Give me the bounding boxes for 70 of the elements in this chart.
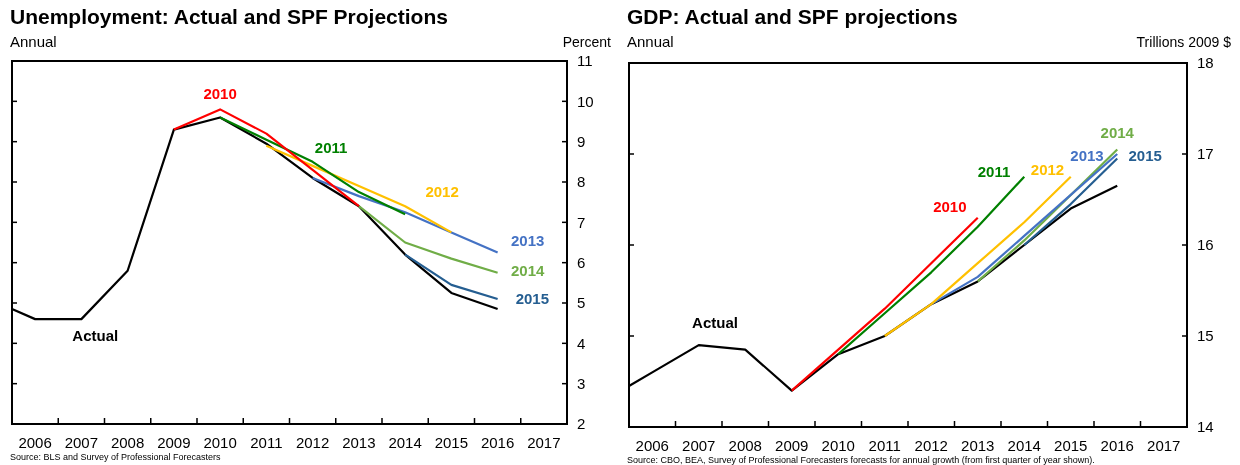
series-label: 2012 [1030, 160, 1065, 178]
x-tick-label: 2015 [1054, 437, 1088, 454]
y-axis-title: Trillions 2009 $ [1136, 34, 1232, 50]
x-tick-label: 2011 [868, 437, 901, 454]
line-series [790, 216, 979, 392]
chart-title: GDP: Actual and SPF projections [627, 5, 958, 28]
x-tick-label: 2016 [1100, 437, 1134, 454]
x-tick-label: 2006 [635, 437, 669, 454]
x-tick-label: 2009 [775, 437, 809, 454]
line-series [930, 152, 1119, 306]
line-series [219, 116, 407, 216]
series-label: 2014 [511, 261, 546, 279]
y-tick-label: 15 [1197, 327, 1214, 345]
x-tick-label: 2014 [1007, 437, 1041, 454]
line-series [172, 108, 360, 208]
y-tick-label: 17 [1197, 145, 1214, 163]
y-tick-label: 6 [577, 253, 586, 271]
x-tick-label: 2009 [157, 434, 191, 451]
x-tick-label: 2008 [110, 434, 145, 451]
y-tick-label: 4 [577, 334, 586, 352]
series-label: Actual [692, 313, 738, 331]
y-tick-label: 11 [577, 52, 593, 70]
x-tick-label: 2016 [480, 434, 515, 451]
x-tick-label: 2012 [914, 437, 948, 454]
y-tick-label: 8 [577, 173, 586, 191]
source-note: Source: CBO, BEA, Survey of Professional Forecasters forecasts for annual growth (from first quarter of year shown). [627, 455, 1095, 465]
y-tick-label: 14 [1197, 418, 1214, 436]
x-tick-label: 2011 [250, 434, 283, 451]
y-tick-label: 9 [577, 132, 586, 150]
y-tick-label: 5 [577, 294, 586, 312]
line-series [976, 148, 1119, 283]
y-tick-label: 2 [577, 415, 586, 433]
y-tick-label: 7 [577, 213, 586, 231]
y-tick-label: 18 [1197, 54, 1214, 72]
series-label: 2015 [515, 290, 549, 308]
x-tick-label: 2014 [388, 434, 422, 451]
y-tick-label: 3 [577, 374, 586, 392]
source-note: Source: BLS and Survey of Professional Forecasters [10, 452, 222, 462]
y-tick-label: 16 [1197, 236, 1214, 254]
x-tick-label: 2008 [728, 437, 762, 454]
series-label: 2014 [1100, 124, 1135, 142]
x-tick-label: 2015 [434, 434, 469, 451]
x-tick-label: 2012 [295, 434, 330, 451]
series-label: 2013 [511, 231, 545, 249]
x-tick-label: 2007 [682, 437, 716, 454]
x-tick-label: 2010 [203, 434, 237, 451]
x-tick-label: 2017 [1147, 437, 1181, 454]
chart-subtitle: Annual [627, 33, 674, 50]
x-tick-label: 2006 [18, 434, 52, 451]
x-tick-label: 2017 [527, 434, 561, 451]
line-series [311, 176, 499, 254]
line-series [883, 175, 1072, 338]
y-axis-title: Percent [562, 34, 612, 50]
series-label: 2010 [933, 198, 967, 216]
y-tick-label: 10 [577, 92, 594, 110]
chart-subtitle: Annual [10, 33, 57, 50]
series-label: 2012 [425, 183, 459, 201]
x-tick-label: 2007 [64, 434, 99, 451]
chart-title: Unemployment: Actual and SPF Projections [10, 5, 448, 28]
x-tick-label: 2013 [961, 437, 995, 454]
series-label: 2015 [1128, 147, 1162, 165]
series-label: Actual [72, 326, 119, 344]
x-tick-label: 2010 [821, 437, 855, 454]
line-series [357, 205, 499, 274]
series-label: 2011 [977, 163, 1011, 181]
line-series [837, 175, 1026, 356]
series-label: 2013 [1070, 147, 1104, 165]
series-label: 2010 [203, 84, 237, 102]
series-label: 2011 [314, 138, 348, 156]
x-tick-label: 2013 [342, 434, 376, 451]
